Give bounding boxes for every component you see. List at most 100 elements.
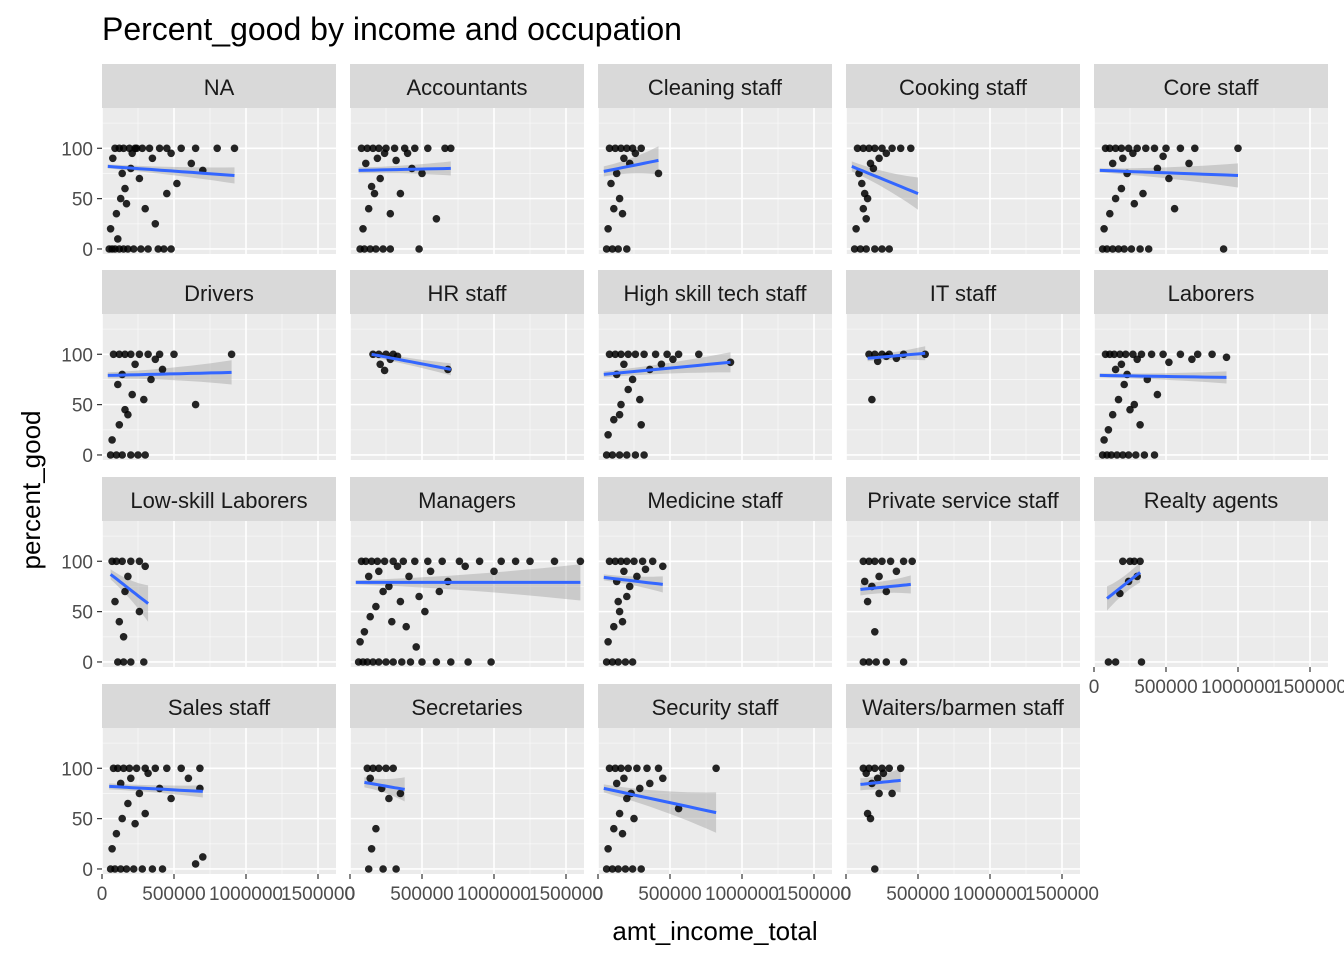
data-point — [490, 567, 498, 576]
data-point — [907, 144, 915, 153]
x-tick-label: 1500000 — [1025, 884, 1099, 905]
data-point — [1110, 350, 1118, 359]
data-point — [369, 764, 377, 773]
data-point — [362, 557, 370, 566]
data-point — [1117, 184, 1126, 193]
data-point — [636, 784, 644, 793]
data-point — [118, 451, 126, 459]
data-point — [869, 164, 878, 173]
data-point — [435, 587, 444, 596]
data-point — [369, 144, 377, 153]
data-point — [396, 789, 405, 798]
data-point — [623, 557, 631, 566]
data-point — [379, 865, 387, 873]
data-point — [119, 764, 128, 773]
fit-line — [603, 360, 731, 376]
data-point — [608, 865, 617, 873]
data-point — [608, 451, 617, 459]
data-point — [111, 597, 119, 606]
facet-panel: High skill tech staff — [597, 270, 832, 460]
data-point — [121, 587, 129, 596]
data-point — [389, 764, 398, 773]
data-point — [1159, 152, 1167, 161]
data-point — [896, 144, 905, 153]
data-point — [385, 794, 393, 803]
data-point — [643, 764, 651, 773]
data-point — [1191, 144, 1199, 153]
data-point — [1136, 421, 1144, 429]
data-point — [640, 451, 648, 459]
data-point — [108, 845, 116, 853]
data-point — [360, 628, 369, 636]
data-point — [140, 395, 148, 404]
data-point — [196, 764, 204, 773]
data-point — [124, 572, 132, 581]
data-point — [116, 194, 125, 203]
panel-background — [350, 521, 584, 667]
facet-strip — [1094, 64, 1328, 108]
data-point — [1111, 194, 1120, 203]
fit-line — [371, 352, 452, 371]
data-point — [1136, 245, 1144, 253]
data-point — [859, 658, 868, 666]
data-point — [1170, 204, 1179, 213]
data-point — [712, 764, 720, 773]
fit-line — [1099, 373, 1227, 379]
data-point — [363, 764, 372, 773]
x-tick-label: 500000 — [1134, 677, 1197, 698]
data-point — [604, 431, 612, 439]
data-point — [612, 169, 621, 178]
data-point — [878, 557, 886, 566]
data-point — [631, 149, 640, 158]
data-point — [623, 592, 631, 601]
data-point — [432, 215, 441, 223]
data-point — [651, 350, 660, 359]
facet-strip-label: High skill tech staff — [623, 281, 807, 306]
data-point — [367, 845, 376, 853]
data-point — [131, 819, 139, 828]
data-point — [124, 410, 132, 419]
data-point — [1121, 350, 1130, 359]
data-point — [852, 225, 860, 233]
data-point — [610, 415, 618, 424]
data-point — [1153, 390, 1162, 399]
data-point — [669, 355, 677, 364]
data-point — [127, 557, 135, 566]
data-point — [125, 764, 134, 773]
data-point — [872, 658, 880, 666]
data-point — [396, 189, 405, 198]
data-point — [1144, 245, 1153, 253]
data-point — [357, 144, 366, 153]
panel-background — [598, 728, 832, 874]
data-point — [892, 567, 901, 576]
data-point — [375, 567, 383, 576]
facet-strip — [1094, 477, 1328, 521]
data-point — [173, 179, 181, 188]
facet-strip — [102, 64, 336, 108]
data-point — [124, 245, 132, 253]
data-point — [875, 789, 883, 798]
data-point — [878, 245, 886, 253]
data-point — [1188, 355, 1196, 364]
data-point — [1104, 658, 1113, 666]
data-point — [1137, 350, 1146, 359]
data-point — [859, 557, 868, 566]
data-point — [604, 638, 612, 646]
x-tick-label: 1000000 — [705, 884, 779, 905]
facet-strip-label: Security staff — [652, 695, 780, 720]
data-point — [888, 789, 896, 798]
data-point — [359, 225, 367, 233]
data-point — [657, 360, 666, 369]
data-point — [155, 350, 164, 359]
facet-strip — [598, 684, 832, 728]
data-point — [398, 658, 406, 666]
facet-strip — [598, 270, 832, 314]
data-point — [114, 235, 122, 243]
facet-strip — [102, 684, 336, 728]
data-point — [124, 799, 132, 808]
facet-strip-label: IT staff — [930, 281, 997, 306]
data-point — [405, 572, 413, 581]
data-point — [1108, 245, 1117, 253]
